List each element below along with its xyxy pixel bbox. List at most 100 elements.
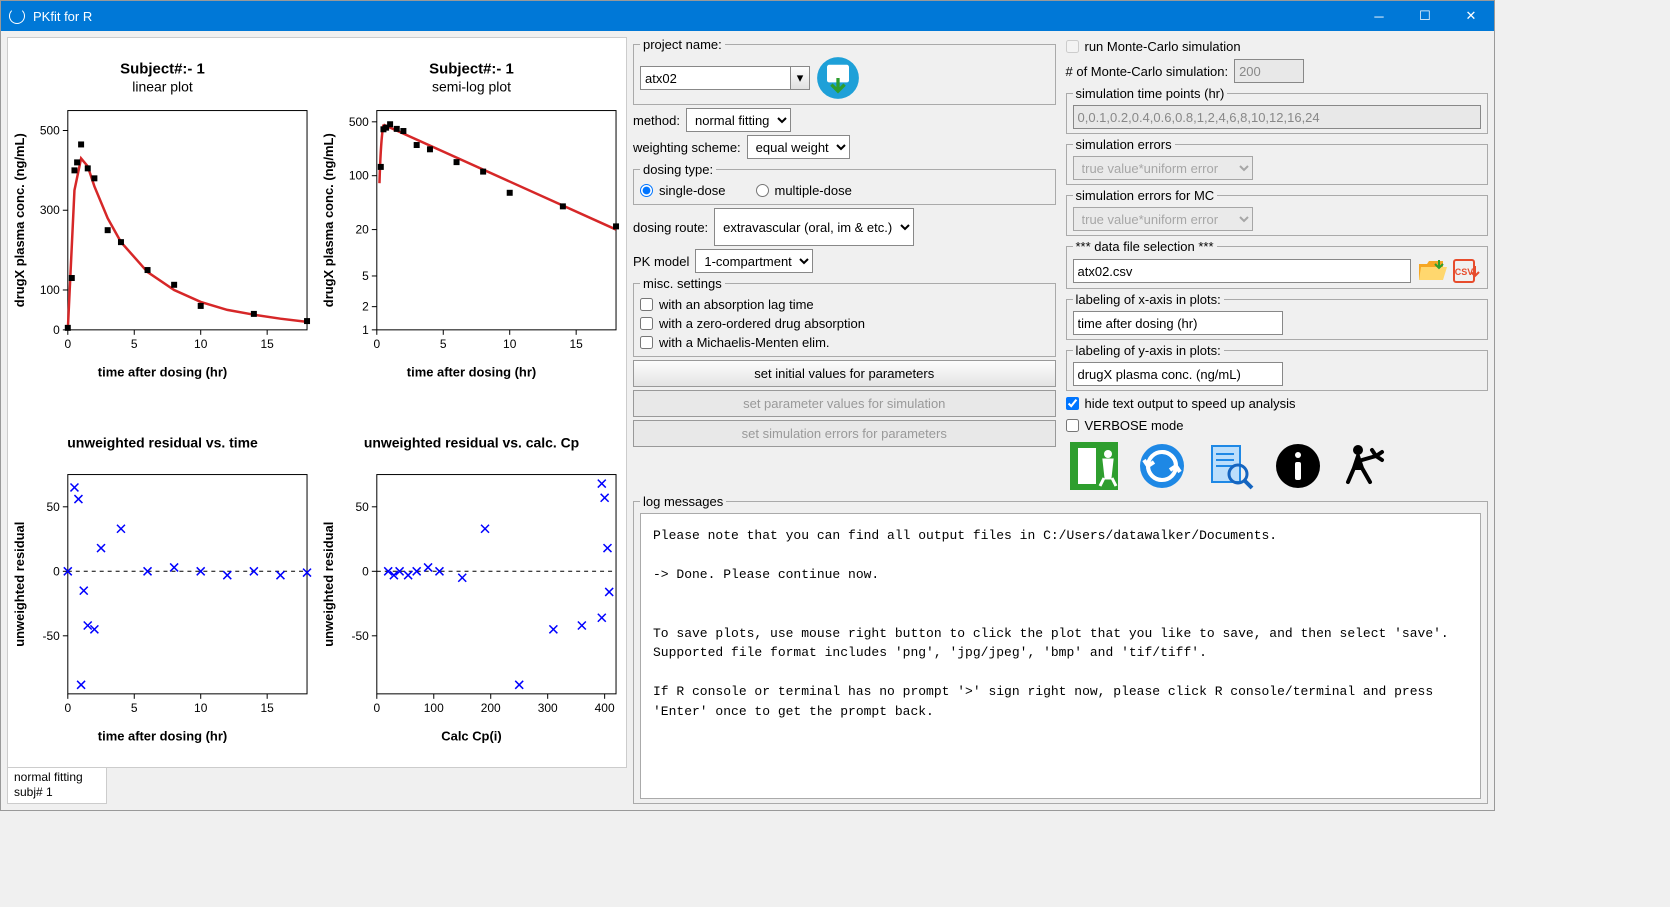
svg-text:unweighted residual: unweighted residual <box>321 522 336 647</box>
xlab-input[interactable] <box>1073 311 1283 335</box>
info-icon[interactable] <box>1270 442 1326 490</box>
svg-text:10: 10 <box>194 337 208 351</box>
content-area: Subject#:- 1linear plot0510150100300500t… <box>1 31 1494 810</box>
app-icon <box>9 8 25 24</box>
svg-text:Calc Cp(i): Calc Cp(i) <box>441 729 501 744</box>
svg-text:500: 500 <box>40 123 60 137</box>
xlab-label: labeling of x-axis in plots: <box>1073 292 1224 307</box>
svg-text:unweighted residual vs. time: unweighted residual vs. time <box>67 435 258 451</box>
svg-text:1: 1 <box>362 323 369 337</box>
sim-err-mc-label: simulation errors for MC <box>1073 188 1218 203</box>
run-icon[interactable] <box>1338 442 1394 490</box>
svg-text:Subject#:- 1: Subject#:- 1 <box>120 61 205 78</box>
log-textarea[interactable]: Please note that you can find all output… <box>640 513 1481 799</box>
status-line1: normal fitting <box>14 770 100 786</box>
project-name-input[interactable] <box>640 66 790 90</box>
svg-text:10: 10 <box>503 337 517 351</box>
svg-text:5: 5 <box>440 337 447 351</box>
log-area: log messages Please note that you can fi… <box>633 494 1488 804</box>
project-dropdown-button[interactable]: ▾ <box>790 66 810 90</box>
misc-label: misc. settings <box>640 276 725 291</box>
route-select[interactable]: extravascular (oral, im & etc.) <box>714 208 914 246</box>
method-label: method: <box>633 113 680 128</box>
sim-tp-label: simulation time points (hr) <box>1073 86 1228 101</box>
svg-text:15: 15 <box>261 701 275 715</box>
svg-text:0: 0 <box>53 565 60 579</box>
open-folder-icon[interactable] <box>1417 258 1447 284</box>
dosing-type-label: dosing type: <box>640 162 716 177</box>
close-button[interactable]: ✕ <box>1448 1 1494 31</box>
pk-model-select[interactable]: 1-compartment <box>695 249 813 273</box>
datafile-input[interactable] <box>1073 259 1412 283</box>
preview-icon[interactable] <box>1202 442 1258 490</box>
hide-text-checkbox[interactable] <box>1066 397 1079 410</box>
maximize-button[interactable]: ☐ <box>1402 1 1448 31</box>
set-sim-errors-button[interactable]: set simulation errors for parameters <box>633 420 1056 447</box>
svg-text:Subject#:- 1: Subject#:- 1 <box>429 61 514 78</box>
svg-text:100: 100 <box>424 701 444 715</box>
project-label: project name: <box>640 37 725 52</box>
multiple-dose-radio[interactable] <box>756 184 769 197</box>
exit-icon[interactable] <box>1066 442 1122 490</box>
sim-tp-input <box>1073 105 1482 129</box>
sim-err-select: true value*uniform error <box>1073 156 1253 180</box>
weight-select[interactable]: equal weight <box>747 135 850 159</box>
svg-text:2: 2 <box>362 300 369 314</box>
status-tab: normal fitting subj# 1 <box>7 768 107 804</box>
method-select[interactable]: normal fitting <box>686 108 791 132</box>
save-project-icon[interactable] <box>816 56 860 100</box>
route-label: dosing route: <box>633 220 708 235</box>
ylab-label: labeling of y-axis in plots: <box>1073 343 1224 358</box>
svg-text:5: 5 <box>131 701 138 715</box>
svg-text:time after dosing (hr): time after dosing (hr) <box>98 365 227 380</box>
svg-text:semi-log plot: semi-log plot <box>432 79 511 95</box>
form-pane: project name: ▾ method: normal fitting w <box>633 37 1488 804</box>
pk-model-label: PK model <box>633 254 689 269</box>
titlebar: PKfit for R ─ ☐ ✕ <box>1 1 1494 31</box>
lag-time-checkbox[interactable] <box>640 298 653 311</box>
form-col-left: project name: ▾ method: normal fitting w <box>633 37 1056 490</box>
plot-semilog: Subject#:- 1semi-log plot051015125201005… <box>317 38 626 402</box>
svg-text:5: 5 <box>131 337 138 351</box>
svg-text:400: 400 <box>595 701 615 715</box>
svg-text:time after dosing (hr): time after dosing (hr) <box>98 729 227 744</box>
svg-text:0: 0 <box>373 701 380 715</box>
svg-text:0: 0 <box>53 323 60 337</box>
ylab-input[interactable] <box>1073 362 1283 386</box>
svg-text:0: 0 <box>64 337 71 351</box>
form-col-right: run Monte-Carlo simulation # of Monte-Ca… <box>1066 37 1489 490</box>
svg-text:100: 100 <box>40 283 60 297</box>
run-mc-checkbox <box>1066 40 1079 53</box>
minimize-button[interactable]: ─ <box>1356 1 1402 31</box>
plot-linear: Subject#:- 1linear plot0510150100300500t… <box>8 38 317 402</box>
svg-text:unweighted residual: unweighted residual <box>12 522 27 647</box>
plot-residual-time: unweighted residual vs. time051015-50050… <box>8 402 317 766</box>
svg-text:10: 10 <box>194 701 208 715</box>
csv-icon[interactable]: CSV <box>1451 258 1481 284</box>
svg-text:300: 300 <box>538 701 558 715</box>
app-window: PKfit for R ─ ☐ ✕ Subject#:- 1linear plo… <box>0 0 1495 811</box>
mc-n-label: # of Monte-Carlo simulation: <box>1066 64 1229 79</box>
svg-text:drugX plasma conc. (ng/mL): drugX plasma conc. (ng/mL) <box>12 133 27 307</box>
set-sim-params-button[interactable]: set parameter values for simulation <box>633 390 1056 417</box>
svg-text:drugX plasma conc. (ng/mL): drugX plasma conc. (ng/mL) <box>321 133 336 307</box>
svg-text:5: 5 <box>362 269 369 283</box>
michaelis-menten-checkbox[interactable] <box>640 336 653 349</box>
zero-order-checkbox[interactable] <box>640 317 653 330</box>
verbose-checkbox[interactable] <box>1066 419 1079 432</box>
status-line2: subj# 1 <box>14 785 100 801</box>
svg-text:100: 100 <box>349 169 369 183</box>
plot-residual-cp: unweighted residual vs. calc. Cp01002003… <box>317 402 626 766</box>
single-dose-radio[interactable] <box>640 184 653 197</box>
weight-label: weighting scheme: <box>633 140 741 155</box>
svg-text:0: 0 <box>64 701 71 715</box>
window-title: PKfit for R <box>33 9 1356 24</box>
svg-text:0: 0 <box>373 337 380 351</box>
set-initial-values-button[interactable]: set initial values for parameters <box>633 360 1056 387</box>
svg-text:unweighted residual vs. calc.: unweighted residual vs. calc. Cp <box>364 435 579 451</box>
svg-text:500: 500 <box>349 115 369 129</box>
plot-pane: Subject#:- 1linear plot0510150100300500t… <box>7 37 627 804</box>
svg-text:15: 15 <box>261 337 275 351</box>
refresh-icon[interactable] <box>1134 442 1190 490</box>
log-label: log messages <box>640 494 726 509</box>
